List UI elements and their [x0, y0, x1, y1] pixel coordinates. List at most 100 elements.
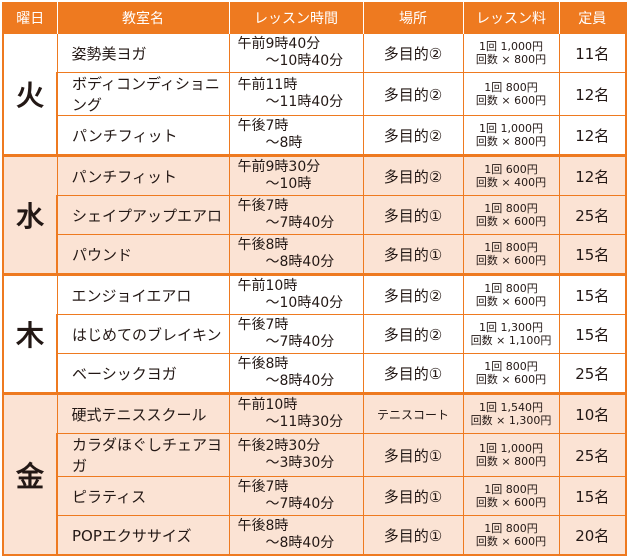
lesson-time-cell: 午前9時40分 ～10時40分 — [228, 33, 364, 73]
lesson-time-cell: 午前9時30分 ～10時 — [228, 155, 364, 196]
lesson-time-cell: 午後7時 ～8時 — [228, 115, 364, 157]
class-name-cell: パウンド — [56, 234, 230, 276]
fee-single: 1回 1,000円 — [479, 122, 543, 135]
fee-multi: 回数 × 600円 — [475, 94, 547, 107]
class-name-cell: ボディコンディショニング — [56, 72, 230, 116]
time-start: 午前10時 — [237, 278, 298, 294]
class-name-cell: ピラティス — [56, 476, 230, 516]
lesson-time-cell: 午前10時 ～11時30分 — [228, 393, 364, 434]
time-end: ～7時40分 — [265, 496, 335, 512]
place-cell: 多目的② — [362, 115, 464, 157]
time-start: 午後8時 — [237, 237, 289, 253]
table-row: パンチフィット 午後7時 ～8時 多目的② 1回 1,000円 回数 × 800円 12名 — [3, 115, 627, 157]
lesson-time-cell: 午後7時 ～7時40分 — [228, 476, 364, 516]
capacity-cell: 12名 — [558, 72, 627, 116]
fee-single: 1回 1,540円 — [479, 401, 543, 414]
fee-multi: 回数 × 1,300円 — [470, 414, 552, 427]
fee-single: 1回 1,000円 — [479, 40, 543, 53]
fee-multi: 回数 × 800円 — [475, 135, 547, 148]
place-cell: 多目的① — [362, 353, 464, 395]
time-start: 午前9時30分 — [237, 159, 321, 175]
capacity-cell: 25名 — [558, 353, 627, 395]
place-cell: テニスコート — [362, 393, 464, 434]
time-end: ～10時40分 — [265, 53, 344, 69]
fee-single: 1回 800円 — [484, 81, 538, 94]
fee-single: 1回 800円 — [484, 522, 538, 535]
lesson-time-cell: 午後7時 ～7時40分 — [228, 314, 364, 354]
class-name-cell: シェイプアップエアロ — [56, 195, 230, 235]
fee-multi: 回数 × 400円 — [475, 176, 547, 189]
table-row: ピラティス 午後7時 ～7時40分 多目的① 1回 800円 回数 × 600円 15名 — [3, 476, 627, 516]
table-row: ベーシックヨガ 午後8時 ～8時40分 多目的① 1回 800円 回数 × 600円 25名 — [3, 353, 627, 395]
class-name-cell: 姿勢美ヨガ — [56, 33, 230, 73]
time-end: ～3時30分 — [265, 455, 335, 471]
fee-cell: 1回 800円 回数 × 600円 — [462, 515, 560, 556]
time-start: 午後8時 — [237, 518, 289, 534]
class-name-cell: パンチフィット — [56, 155, 230, 196]
table-row: 火姿勢美ヨガ 午前9時40分 ～10時40分 多目的② 1回 1,000円 回数 × 80… — [2, 33, 627, 157]
table-row: シェイプアップエアロ 午後7時 ～7時40分 多目的① 1回 800円 回数 × 600円… — [3, 195, 627, 235]
fee-cell: 1回 1,000円 回数 × 800円 — [462, 33, 560, 73]
fee-single: 1回 800円 — [484, 483, 538, 496]
place-cell: 多目的② — [362, 33, 464, 73]
capacity-cell: 12名 — [558, 115, 627, 157]
time-end: ～10時 — [265, 176, 312, 192]
place-cell: 多目的② — [362, 274, 464, 315]
fee-cell: 1回 1,000円 回数 × 800円 — [462, 115, 560, 157]
place-cell: 多目的② — [362, 155, 464, 196]
table-row: パウンド 午後8時 ～8時40分 多目的① 1回 800円 回数 × 600円 15名 — [3, 234, 627, 276]
header-class-name: 教室名 — [56, 2, 230, 34]
class-name-cell: パンチフィット — [56, 115, 230, 157]
time-end: ～7時40分 — [265, 215, 335, 231]
place-cell: 多目的① — [362, 234, 464, 276]
time-end: ～7時40分 — [265, 334, 335, 350]
fee-multi: 回数 × 600円 — [475, 295, 547, 308]
fee-single: 1回 800円 — [484, 360, 538, 373]
capacity-cell: 10名 — [558, 393, 627, 434]
fee-single: 1回 800円 — [484, 241, 538, 254]
time-start: 午前9時40分 — [237, 36, 321, 52]
header-lesson-time: レッスン時間 — [228, 2, 364, 34]
capacity-cell: 15名 — [558, 476, 627, 516]
place-cell: 多目的① — [362, 195, 464, 235]
lesson-time-cell: 午後8時 ～8時40分 — [228, 234, 364, 276]
class-name-cell: POPエクササイズ — [56, 515, 230, 556]
time-end: ～8時40分 — [265, 535, 335, 551]
header-place: 場所 — [362, 2, 464, 34]
fee-multi: 回数 × 600円 — [475, 373, 547, 386]
header-row: 曜日 教室名 レッスン時間 場所 レッスン料 定員 — [2, 2, 627, 34]
day-cell: 水 — [2, 155, 58, 276]
schedule-body: 火姿勢美ヨガ 午前9時40分 ～10時40分 多目的② 1回 1,000円 回数 × 80… — [2, 33, 627, 556]
fee-cell: 1回 800円 回数 × 600円 — [462, 234, 560, 276]
place-cell: 多目的② — [362, 72, 464, 116]
lesson-time-cell: 午前10時 ～10時40分 — [228, 274, 364, 315]
fee-cell: 1回 800円 回数 × 600円 — [462, 72, 560, 116]
fee-single: 1回 800円 — [484, 202, 538, 215]
capacity-cell: 15名 — [558, 234, 627, 276]
fee-cell: 1回 800円 回数 × 600円 — [462, 195, 560, 235]
day-cell: 火 — [2, 33, 58, 157]
time-end: ～8時40分 — [265, 373, 335, 389]
capacity-cell: 25名 — [558, 195, 627, 235]
capacity-cell: 15名 — [558, 274, 627, 315]
table-row: ボディコンディショニング 午前11時 ～11時40分 多目的② 1回 800円 回数 × … — [3, 72, 627, 116]
place-cell: 多目的② — [362, 314, 464, 354]
table-row: POPエクササイズ 午後8時 ～8時40分 多目的① 1回 800円 回数 × 600円 2… — [3, 515, 627, 556]
day-cell: 木 — [2, 274, 58, 395]
lesson-time-cell: 午後7時 ～7時40分 — [228, 195, 364, 235]
class-name-cell: 硬式テニススクール — [56, 393, 230, 434]
fee-multi: 回数 × 800円 — [475, 455, 547, 468]
fee-cell: 1回 1,300円 回数 × 1,100円 — [462, 314, 560, 354]
capacity-cell: 12名 — [558, 155, 627, 196]
class-name-cell: エンジョイエアロ — [56, 274, 230, 315]
fee-cell: 1回 600円 回数 × 400円 — [462, 155, 560, 196]
lesson-time-cell: 午後2時30分 ～3時30分 — [228, 433, 364, 477]
class-name-cell: はじめてのブレイキン — [56, 314, 230, 354]
header-capacity: 定員 — [558, 2, 627, 34]
lesson-time-cell: 午前11時 ～11時40分 — [228, 72, 364, 116]
fee-single: 1回 600円 — [484, 163, 538, 176]
fee-single: 1回 800円 — [484, 282, 538, 295]
header-day: 曜日 — [2, 2, 58, 34]
